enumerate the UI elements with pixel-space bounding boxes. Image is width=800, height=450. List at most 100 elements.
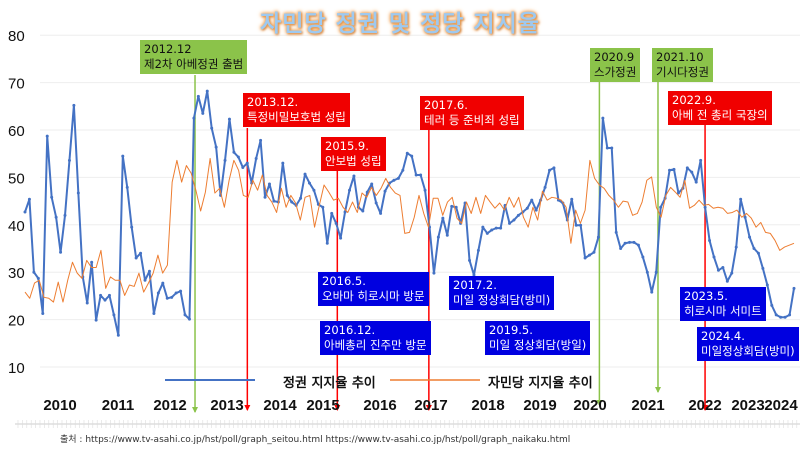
cabinet-approval-point <box>636 243 640 247</box>
y-tick-label: 10 <box>8 360 25 377</box>
cabinet-approval-point <box>365 190 369 194</box>
cabinet-approval-point <box>125 185 129 189</box>
cabinet-approval-point <box>325 241 329 245</box>
cabinet-approval-point <box>770 303 774 307</box>
cabinet-approval-point <box>330 211 334 215</box>
cabinet-approval-point <box>628 240 632 244</box>
cabinet-approval-point <box>441 216 445 220</box>
annotation-date: 2022.9. <box>672 93 716 107</box>
annotation-state-funeral: 2022.9. 아베 전 총리 국장의 <box>668 91 772 125</box>
annotation-date: 2017.2. <box>453 278 497 292</box>
cabinet-approval-point <box>676 191 680 195</box>
year-label: 2011 <box>101 397 135 414</box>
annotation-date: 2019.5. <box>489 323 533 337</box>
cabinet-approval-point <box>321 205 325 209</box>
cabinet-approval-point <box>734 245 738 249</box>
cabinet-approval-point <box>445 233 449 237</box>
y-tick-label: 70 <box>8 76 25 93</box>
y-tick-label: 60 <box>8 123 25 140</box>
cabinet-approval-point <box>32 270 36 274</box>
legend-ldp-label: 자민당 지지율 추이 <box>488 376 593 391</box>
cabinet-approval-point <box>63 213 67 217</box>
annotation-text: 히로시마 서미트 <box>684 304 762 318</box>
cabinet-approval-point <box>76 191 80 195</box>
cabinet-approval-point <box>752 247 756 250</box>
ldp-support-line <box>24 157 795 303</box>
annotation-text: 미일 정상회담(방일) <box>489 338 587 352</box>
annotation-obama-hiroshima: 2016.5. 오바마 히로시마 방문 <box>318 272 429 306</box>
annotation-date: 2012.12 <box>144 42 192 56</box>
annotation-text: 안보법 성립 <box>325 154 382 168</box>
cabinet-approval-point <box>236 155 240 159</box>
regime-change-line-arrowhead <box>596 400 603 406</box>
year-label: 2012 <box>153 397 187 414</box>
cabinet-approval-point <box>139 251 143 255</box>
cabinet-approval-point <box>343 210 347 214</box>
cabinet-approval-point <box>623 241 627 245</box>
cabinet-approval-point <box>347 188 351 192</box>
annotation-conspiracy-law: 2017.6. 테러 등 준비죄 성립 <box>420 96 524 130</box>
annotation-text: 스가정권 <box>594 65 637 79</box>
cabinet-approval-point <box>419 173 423 177</box>
cabinet-approval-point <box>210 126 214 130</box>
cabinet-approval-point <box>112 313 116 317</box>
cabinet-approval-point <box>187 317 191 321</box>
cabinet-approval-point <box>672 167 676 171</box>
cabinet-approval-point <box>285 193 289 197</box>
legislation-event-line-arrowhead <box>244 405 251 411</box>
cabinet-approval-point <box>272 199 276 203</box>
y-tick-label: 50 <box>8 170 25 187</box>
cabinet-approval-point <box>703 205 707 209</box>
cabinet-approval-point <box>103 298 107 302</box>
cabinet-approval-point <box>307 181 311 185</box>
annotation-pearl-harbor: 2016.12. 아베총리 진주만 방문 <box>320 321 431 355</box>
cabinet-approval-point <box>410 154 414 158</box>
cabinet-approval-point <box>468 258 472 262</box>
cabinet-approval-point <box>67 158 71 162</box>
y-tick-label: 20 <box>8 313 25 330</box>
annotation-text: 아베 전 총리 국장의 <box>672 108 768 122</box>
year-label: 2022 <box>688 397 722 414</box>
annotation-summit-2024: 2024.4. 미일정상회담(방미) <box>697 327 799 361</box>
cabinet-approval-point <box>641 255 645 259</box>
cabinet-approval-point <box>552 166 556 170</box>
cabinet-approval-point <box>761 266 765 270</box>
cabinet-approval-point <box>192 116 196 120</box>
cabinet-approval-point <box>183 313 187 317</box>
annotation-text: 제2차 아베정권 출범 <box>144 57 244 71</box>
cabinet-approval-point <box>152 311 156 315</box>
cabinet-approval-point <box>614 230 618 234</box>
cabinet-approval-point <box>361 209 365 213</box>
cabinet-approval-point <box>405 151 409 155</box>
annotation-date: 2017.6. <box>424 98 468 112</box>
cabinet-approval-point <box>263 195 267 199</box>
y-tick-label: 30 <box>8 265 25 282</box>
annotation-security-law: 2015.9. 안보법 성립 <box>321 137 386 171</box>
cabinet-approval-point <box>485 231 489 235</box>
cabinet-approval-point <box>690 170 694 174</box>
annotation-secrecy-law: 2013.12. 특정비밀보호법 성립 <box>243 93 350 127</box>
cabinet-approval-point <box>725 279 729 283</box>
cabinet-approval-point <box>743 215 747 219</box>
cabinet-approval-point <box>223 158 227 162</box>
cabinet-approval-point <box>579 223 583 227</box>
cabinet-approval-point <box>379 211 383 215</box>
cabinet-approval-point <box>774 313 778 317</box>
cabinet-approval-point <box>254 156 258 160</box>
cabinet-approval-point <box>716 268 720 272</box>
year-label: 2010 <box>43 397 77 414</box>
annotation-suga: 2020.9 스가정권 <box>590 48 641 82</box>
cabinet-approval-point <box>508 221 512 225</box>
cabinet-approval-point <box>107 293 111 297</box>
cabinet-approval-point <box>267 182 271 186</box>
annotation-text: 오바마 히로시마 방문 <box>322 289 425 303</box>
annotation-date: 2016.12. <box>324 323 376 337</box>
annotation-date: 2020.9 <box>594 50 635 64</box>
y-tick-label: 80 <box>8 28 25 45</box>
cabinet-approval-point <box>36 276 40 280</box>
cabinet-approval-point <box>739 197 743 201</box>
y-tick-label: 40 <box>8 218 25 235</box>
cabinet-approval-point <box>339 236 343 240</box>
